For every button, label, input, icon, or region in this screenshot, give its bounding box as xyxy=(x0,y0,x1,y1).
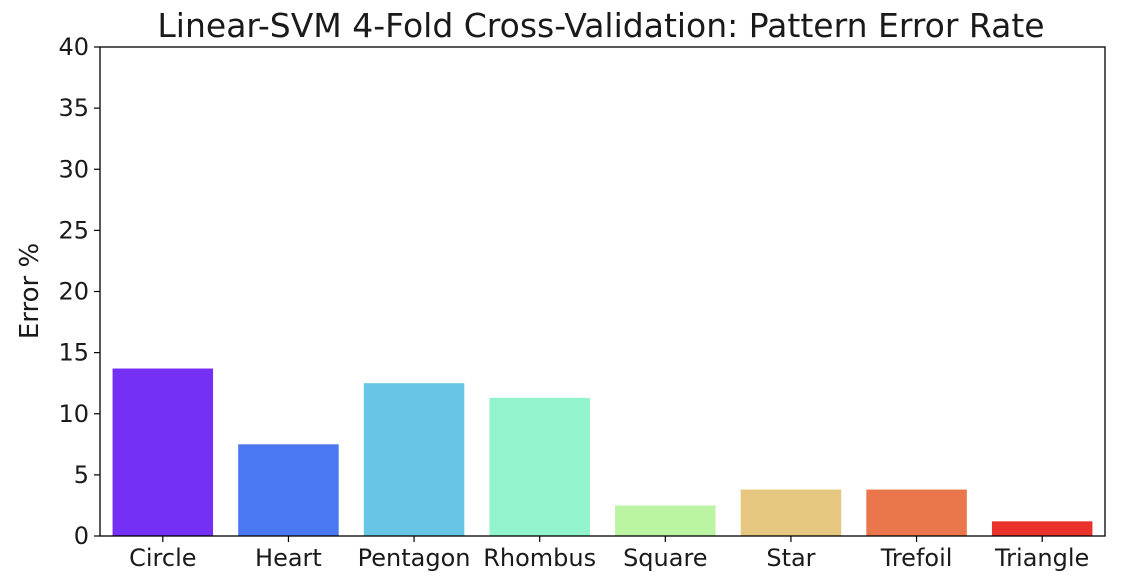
x-tick-label: Square xyxy=(623,544,708,572)
x-tick-label: Circle xyxy=(129,544,196,572)
bar-square xyxy=(615,505,716,536)
y-tick-label: 10 xyxy=(58,400,89,428)
y-tick-label: 30 xyxy=(58,155,89,183)
y-tick-label: 20 xyxy=(58,278,89,306)
x-tick-label: Trefoil xyxy=(880,544,953,572)
bar-pentagon xyxy=(363,383,465,536)
y-tick-label: 25 xyxy=(58,216,89,244)
bar-heart xyxy=(238,444,339,536)
x-tick-label: Pentagon xyxy=(358,544,471,572)
y-tick-label: 5 xyxy=(74,461,89,489)
x-tick-label: Star xyxy=(766,544,815,572)
bars xyxy=(112,368,1093,536)
chart-title: Linear-SVM 4-Fold Cross-Validation: Patt… xyxy=(157,6,1044,45)
y-tick-label: 15 xyxy=(58,339,89,367)
y-tick-label: 35 xyxy=(58,94,89,122)
x-tick-label: Rhombus xyxy=(483,544,596,572)
x-tick-label: Heart xyxy=(255,544,322,572)
bar-star xyxy=(740,489,842,536)
y-axis-label: Error % xyxy=(15,243,45,339)
y-axis-ticks: 0 5 10 15 20 25 30 35 40 xyxy=(58,33,100,550)
bar-circle xyxy=(112,368,214,536)
plot-frame xyxy=(99,46,1106,537)
bar-trefoil xyxy=(866,489,967,536)
y-tick-label: 0 xyxy=(74,522,89,550)
x-tick-label: Triangle xyxy=(994,544,1089,572)
y-tick-label: 40 xyxy=(58,33,89,61)
bar-rhombus xyxy=(489,397,590,536)
x-axis-ticks: Circle Heart Pentagon Rhombus Square Star Tref… xyxy=(129,536,1089,572)
bar-triangle xyxy=(991,521,1093,536)
